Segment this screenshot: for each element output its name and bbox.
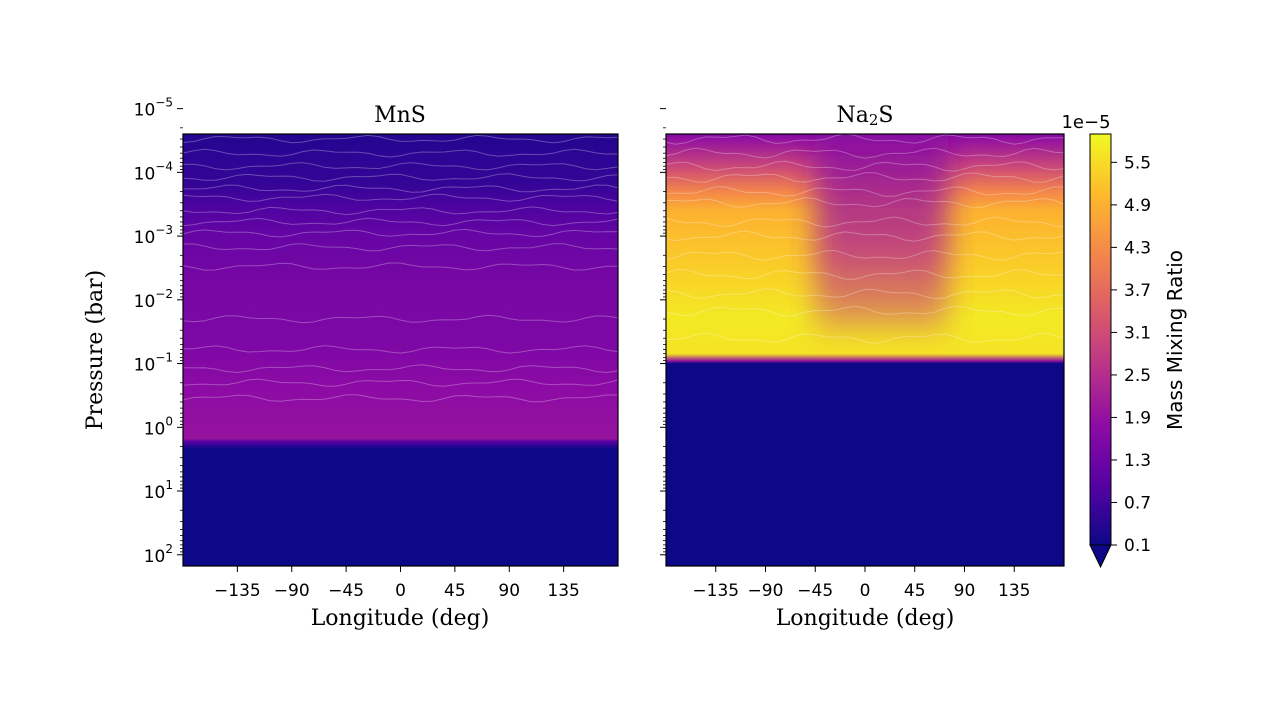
contour-line: [666, 230, 1064, 242]
y-tick-label: 10−1: [134, 351, 173, 376]
contour-line: [182, 364, 619, 374]
x-tick-label: −45: [797, 581, 833, 601]
contour-line: [666, 186, 1064, 197]
contour-line: [666, 305, 1064, 317]
contour-line: [666, 269, 1064, 280]
mns-y-ticks: 10−5 10−4 10−3 10−2 10−1 100 101 102: [134, 96, 183, 567]
mns-x-ticks: −135 −90 −45 0 45 90 135: [214, 566, 580, 601]
colorbar-tick-label: 3.7: [1124, 281, 1151, 301]
na2s-title: Na2S: [837, 103, 894, 129]
y-tick-label: 10−2: [134, 287, 173, 312]
x-tick-label: 45: [904, 581, 926, 601]
colorbar-extend-triangle: [1089, 544, 1112, 569]
na2s-xlabel: Longitude (deg): [776, 606, 955, 631]
contour-line: [182, 217, 619, 227]
y-tick-label: 10−3: [134, 223, 173, 248]
colorbar: 0.1 0.7 1.3 1.9 2.5 3.1 3.7 4.3 4.9 5.5 1e−5 Mass…: [1061, 112, 1187, 569]
mns-heatmap: [183, 134, 618, 566]
contour-line: [666, 160, 1064, 172]
y-tick-label: 10−5: [134, 96, 173, 121]
contour-line: [182, 345, 619, 354]
contour-line: [182, 193, 619, 202]
x-tick-label: 90: [954, 581, 976, 601]
colorbar-exponent: 1e−5: [1061, 112, 1110, 133]
colorbar-tick-label: 0.1: [1124, 536, 1151, 556]
na2s-contours: [666, 134, 1064, 345]
colorbar-tick-label: 4.9: [1124, 196, 1151, 216]
contour-line: [182, 243, 619, 252]
x-tick-label: 135: [998, 581, 1030, 601]
y-tick-label: 102: [144, 542, 173, 567]
y-tick-label: 101: [144, 478, 173, 503]
x-tick-label: −90: [274, 581, 310, 601]
colorbar-tick-label: 5.5: [1124, 153, 1151, 173]
x-tick-label: −135: [214, 581, 261, 601]
contour-line: [666, 147, 1064, 159]
contour-line: [183, 184, 619, 193]
contour-line: [666, 216, 1064, 228]
contour-line: [182, 148, 619, 158]
colorbar-ticks: 0.1 0.7 1.3 1.9 2.5 3.1 3.7 4.3 4.9 5.5: [1111, 153, 1151, 556]
na2s-y-ticks: [660, 108, 666, 556]
contour-line: [666, 134, 1064, 145]
colorbar-tick-label: 1.3: [1124, 451, 1151, 471]
na2s-title-main: Na: [837, 103, 869, 128]
colorbar-gradient: [1089, 133, 1112, 546]
contour-line: [182, 314, 619, 324]
contour-line: [182, 173, 619, 182]
na2s-panel: Na2S Longitude (deg) −135 −90 −45 0 45 90 135: [660, 103, 1065, 631]
na2s-x-ticks: −135 −90 −45 0 45 90 135: [692, 566, 1030, 601]
colorbar-tick-label: 0.7: [1124, 493, 1151, 513]
mns-contours: [182, 104, 619, 403]
contour-line: [666, 288, 1064, 300]
x-tick-label: 0: [860, 581, 871, 601]
contour-line: [666, 332, 1064, 345]
contour-line: [666, 249, 1064, 261]
contour-line: [182, 228, 619, 238]
mns-xlabel: Longitude (deg): [311, 606, 490, 631]
contour-line: [666, 172, 1064, 183]
colorbar-label: Mass Mixing Ratio: [1163, 250, 1187, 430]
mns-title: MnS: [374, 103, 426, 128]
y-tick-label: 10−4: [134, 159, 173, 184]
x-tick-label: −90: [748, 581, 784, 601]
mns-panel: MnS Longitude (deg) −135 −90 −45 0 45 90 135 1…: [134, 96, 619, 631]
contour-line: [182, 162, 619, 171]
na2s-low-band-group: [815, 134, 948, 331]
colorbar-tick-label: 2.5: [1124, 366, 1151, 386]
x-tick-label: −135: [692, 581, 739, 601]
colorbar-tick-label: 1.9: [1124, 408, 1151, 428]
x-tick-label: 0: [395, 581, 406, 601]
colorbar-tick-label: 3.1: [1124, 323, 1151, 343]
colorbar-tick-label: 4.3: [1124, 238, 1151, 258]
contour-line: [182, 134, 619, 144]
x-tick-label: 135: [547, 581, 579, 601]
na2s-title-sub: 2: [869, 111, 879, 129]
na2s-low-band: [815, 134, 948, 331]
contour-line: [182, 378, 619, 387]
x-tick-label: −45: [328, 581, 364, 601]
x-tick-label: 45: [444, 581, 466, 601]
x-tick-label: 90: [498, 581, 520, 601]
contour-line: [666, 197, 1064, 209]
na2s-title-tail: S: [878, 103, 893, 128]
pressure-ylabel: Pressure (bar): [83, 270, 108, 431]
contour-line: [182, 104, 619, 113]
contour-line: [182, 206, 619, 216]
contour-line: [182, 262, 618, 271]
contour-line: [182, 394, 619, 403]
y-tick-label: 100: [144, 414, 173, 439]
